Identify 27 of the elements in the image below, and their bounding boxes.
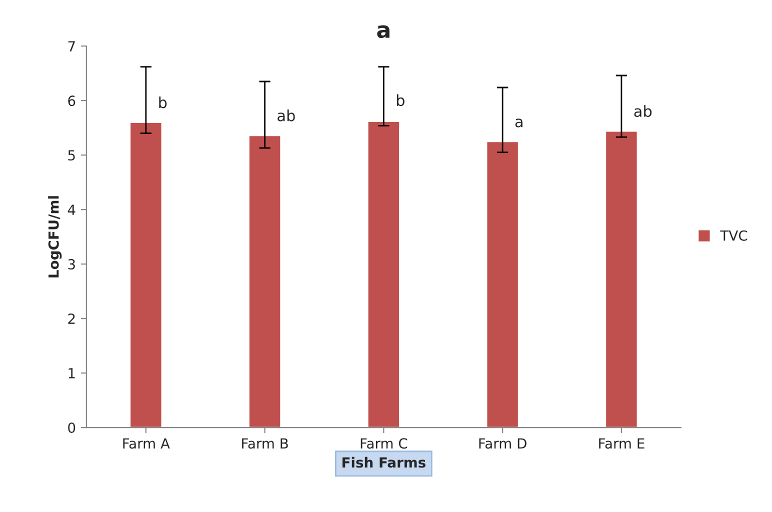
annotation: a xyxy=(515,118,522,128)
x-tick-label: Farm C xyxy=(360,438,408,449)
y-tick-label: 0 xyxy=(68,422,76,433)
bar xyxy=(604,130,638,428)
y-axis-title: LogCFU/ml xyxy=(48,196,62,278)
annotation: ab xyxy=(634,105,652,117)
y-tick-label: 1 xyxy=(68,368,75,378)
x-tick-label: Farm D xyxy=(479,438,526,449)
bar xyxy=(129,122,163,428)
y-tick-label: 3 xyxy=(68,259,75,270)
y-tick-label: 4 xyxy=(68,204,76,215)
bar xyxy=(366,120,400,428)
bar xyxy=(486,140,520,428)
y-tick-label: 5 xyxy=(68,150,75,161)
y-tick-label: 7 xyxy=(68,41,75,52)
chart-title: a xyxy=(377,25,390,38)
x-tick-label: Farm A xyxy=(123,438,170,449)
bar xyxy=(248,134,282,428)
y-tick-label: 6 xyxy=(68,96,76,106)
annotation: b xyxy=(396,94,404,106)
x-axis-title: Fish Farms xyxy=(342,456,426,468)
annotation: ab xyxy=(278,110,295,122)
y-tick-label: 2 xyxy=(68,314,75,324)
legend-label: TVC xyxy=(720,230,748,241)
x-tick-label: Farm E xyxy=(599,438,644,449)
x-tick-label: Farm B xyxy=(242,438,288,449)
annotation: b xyxy=(159,96,167,108)
